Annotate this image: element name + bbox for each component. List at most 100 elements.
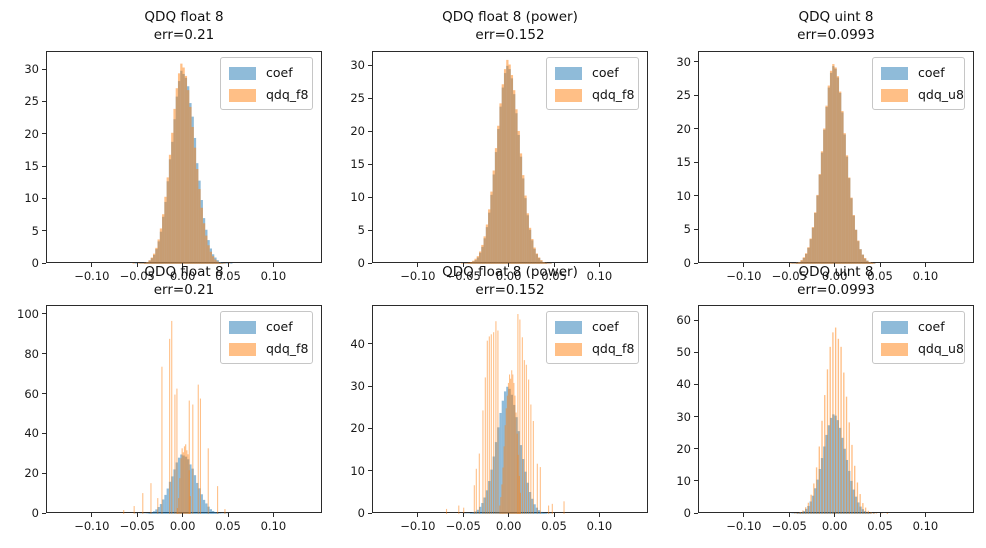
y-tick-mark (368, 64, 372, 66)
x-tick-label: 0.10 (260, 519, 287, 533)
chart-title: QDQ float 8 (144, 9, 224, 25)
hist-bar (494, 148, 498, 264)
y-tick-mark (694, 228, 698, 230)
hist-bar (811, 227, 815, 264)
hist-bar (153, 511, 156, 514)
y-tick-mark (368, 97, 372, 99)
chart-error-subtitle: err=0.21 (153, 281, 215, 298)
hist-bar (850, 197, 853, 264)
hist-bar (490, 334, 492, 514)
legend-swatch-coef (229, 321, 256, 334)
hist-bar (868, 513, 871, 514)
y-tick-label: 40 (24, 426, 39, 441)
hist-bar (800, 512, 803, 514)
hist-bar (866, 512, 869, 514)
y-tick-mark (42, 197, 46, 199)
hist-bar (189, 464, 192, 514)
hist-bar (501, 400, 504, 514)
y-tick-label: 80 (24, 346, 39, 361)
x-tick-label: −0.05 (445, 519, 481, 533)
y-tick-label: 0 (31, 506, 39, 520)
hist-bar (832, 64, 835, 264)
hist-bar (528, 492, 532, 514)
hist-bar (816, 479, 819, 514)
hist-bar (840, 346, 842, 514)
hist-bar (504, 425, 506, 514)
hist-bar (157, 239, 160, 264)
hist-bar (799, 512, 801, 514)
hist-bar (509, 374, 511, 514)
legend-swatch-coef (881, 67, 908, 80)
y-tick-mark (368, 385, 372, 387)
hist-bar (155, 247, 158, 264)
x-tick-label: −0.05 (119, 269, 155, 283)
y-tick-mark (42, 432, 46, 434)
hist-bar (472, 260, 475, 264)
hist-bar (177, 457, 181, 514)
hist-bar (856, 482, 859, 514)
hist-bar (854, 229, 858, 264)
histogram-plot-bottom-right (791, 327, 889, 514)
y-tick-mark (694, 161, 698, 163)
x-tick-label: 0.05 (867, 269, 893, 283)
x-tick-mark (462, 263, 464, 267)
y-tick-label: 40 (676, 377, 691, 392)
y-tick-mark (42, 353, 46, 355)
y-tick-label: 60 (24, 386, 39, 401)
hist-bar (218, 513, 222, 514)
hist-bar (506, 59, 509, 264)
histogram-plot-top-right (789, 64, 876, 264)
hist-bar (836, 76, 840, 264)
y-tick-mark (368, 196, 372, 198)
hist-bar (533, 504, 536, 514)
hist-bar (814, 212, 817, 264)
hist-bar (474, 258, 477, 264)
legend-swatch-coef (555, 67, 582, 80)
hist-bar (841, 111, 844, 264)
y-tick-mark (694, 319, 698, 321)
y-tick-label: 0 (357, 506, 365, 520)
hist-bar (168, 154, 172, 264)
hist-bar (198, 189, 201, 264)
y-tick-label: 25 (350, 91, 365, 106)
hist-bar (162, 214, 165, 264)
hist-bar (839, 91, 842, 264)
hist-bar (791, 263, 794, 264)
x-tick-label: 0.05 (541, 269, 567, 283)
hist-bar (873, 263, 876, 264)
y-tick-mark (368, 229, 372, 231)
hist-bar (551, 503, 553, 514)
hist-bar (184, 75, 188, 264)
x-tick-label: 0.00 (169, 519, 196, 533)
hist-bar (469, 262, 473, 264)
hist-bar (866, 260, 869, 264)
y-tick-label: 5 (357, 223, 365, 238)
hist-bar (150, 257, 153, 264)
legend-label-qdq_u8: qdq_u8 (918, 87, 964, 102)
y-tick-mark (694, 383, 698, 385)
y-tick-mark (42, 512, 46, 514)
hist-bar (510, 378, 512, 514)
y-tick-label: 40 (350, 336, 365, 351)
y-tick-mark (42, 472, 46, 474)
hist-bar (218, 262, 222, 264)
x-tick-label: 0.05 (215, 269, 241, 283)
x-tick-label: 0.00 (169, 269, 196, 283)
y-tick-mark (42, 262, 46, 264)
hist-bar (186, 450, 188, 514)
hist-bar (485, 224, 489, 264)
hist-bar (207, 245, 210, 264)
y-tick-label: 0 (357, 256, 365, 270)
subplot-title-bottom-left: QDQ float 8 err=0.21 (46, 264, 322, 299)
x-tick-label: −0.05 (771, 519, 807, 533)
subplot-title-top-right: QDQ uint 8 err=0.0993 (698, 9, 974, 44)
hist-bar (473, 485, 475, 514)
hist-bar (521, 337, 523, 514)
chart-title: QDQ float 8 (power) (442, 9, 578, 25)
chart-error-subtitle: err=0.152 (475, 281, 545, 298)
chart-error-subtitle: err=0.21 (153, 26, 215, 43)
hist-bar (182, 67, 185, 264)
y-tick-label: 20 (350, 124, 365, 139)
hist-bar (465, 263, 468, 264)
x-tick-mark (91, 513, 93, 517)
